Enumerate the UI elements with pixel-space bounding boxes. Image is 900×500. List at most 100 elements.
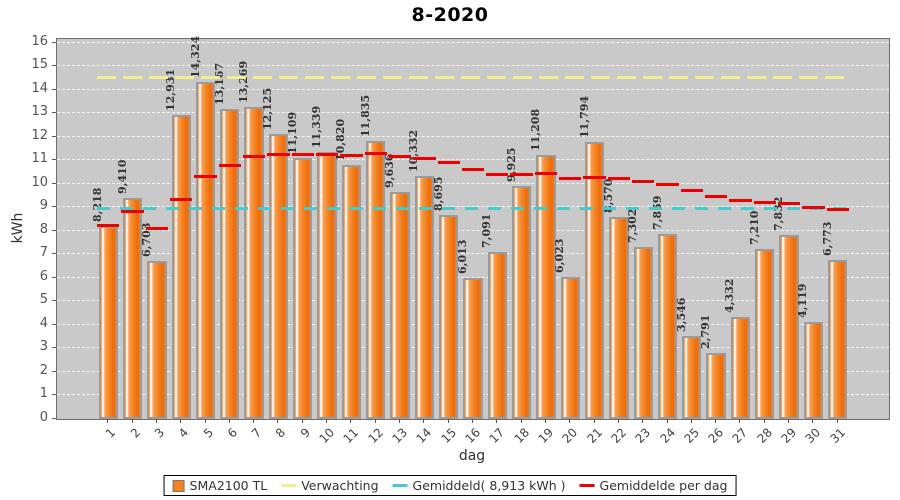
x-tick	[447, 419, 449, 423]
y-tick	[52, 418, 56, 419]
bar-day-15	[439, 214, 459, 419]
bar-day-17	[487, 252, 507, 419]
bar-day-16	[463, 277, 483, 419]
bar-day-29	[779, 234, 799, 419]
bar-value-label: 13,269	[237, 60, 251, 103]
bar-series-swatch-icon	[172, 479, 185, 492]
bar-day-10	[317, 152, 337, 419]
y-tick-label: 6	[39, 268, 48, 284]
x-tick	[593, 419, 595, 423]
y-tick-label: 1	[39, 386, 48, 402]
gemiddelde-per-dag-segment	[510, 173, 533, 177]
y-tick	[52, 159, 56, 161]
legend-item-verwachting: Verwachting	[281, 478, 379, 493]
bar-day-31	[828, 259, 848, 419]
gridline	[57, 276, 889, 278]
verwachting-dash-icon	[281, 484, 297, 487]
gemiddelde-per-dag-segment	[729, 199, 752, 203]
bar-value-label: 9,636	[383, 153, 397, 189]
x-tick	[690, 419, 692, 423]
y-tick-label: 12	[31, 127, 48, 143]
y-tick-label: 9	[39, 198, 48, 214]
legend-label: Gemiddeld( 8,913 kWh )	[412, 478, 566, 493]
bar-value-label: 11,109	[285, 111, 299, 154]
gridline	[57, 229, 889, 231]
bar-day-14	[414, 176, 435, 419]
bar-value-label: 2,791	[699, 314, 713, 350]
gemiddelde-per-dag-dash-icon	[579, 484, 595, 487]
gridline	[57, 65, 889, 67]
x-tick	[399, 419, 401, 423]
gemiddelde-per-dag-segment	[777, 202, 801, 206]
gemiddelde-per-dag-segment	[97, 224, 120, 228]
gemiddelde-per-dag-segment	[121, 210, 144, 214]
gemiddelde-per-dag-segment	[388, 155, 412, 159]
x-tick	[301, 419, 303, 423]
gridline	[57, 112, 889, 114]
y-tick	[52, 347, 56, 349]
x-tick	[666, 419, 668, 423]
gemiddelde-per-dag-segment	[170, 198, 193, 202]
x-tick	[617, 419, 619, 423]
x-tick	[277, 419, 279, 423]
y-tick-label: 5	[39, 292, 48, 308]
gemiddeld-dash-icon	[392, 484, 408, 487]
gemiddelde-per-dag-segment	[291, 152, 314, 156]
y-tick	[52, 135, 56, 137]
y-tick	[52, 253, 56, 255]
legend-item-gemiddeld: Gemiddeld( 8,913 kWh )	[392, 478, 566, 493]
gridline	[57, 253, 889, 255]
bar-value-label: 11,208	[528, 109, 542, 152]
bar-day-8	[268, 133, 289, 419]
gemiddelde-per-dag-segment	[632, 180, 655, 184]
bar-value-label: 9,410	[115, 159, 129, 194]
y-tick-label: 0	[39, 410, 48, 425]
y-tick	[52, 370, 56, 372]
legend-label: SMA2100 TL	[189, 478, 268, 493]
bar-day-19	[536, 155, 556, 419]
bar-value-label: 3,546	[674, 297, 688, 332]
x-tick	[350, 419, 352, 423]
gemiddelde-per-dag-segment	[753, 201, 776, 205]
gemiddelde-per-dag-segment	[364, 152, 387, 156]
bar-day-2	[122, 197, 143, 419]
x-tick	[544, 419, 546, 423]
x-tick	[131, 419, 133, 423]
y-tick	[52, 65, 56, 67]
y-tick	[52, 88, 56, 90]
bar-day-4	[171, 114, 191, 419]
y-tick-label: 8	[39, 221, 48, 237]
gemiddelde-per-dag-segment	[583, 175, 606, 179]
bar-value-label: 12,125	[261, 87, 275, 130]
legend-label: Gemiddelde per dag	[599, 478, 728, 493]
bar-value-label: 6,023	[553, 238, 567, 274]
legend-item-gemiddelde-per-dag: Gemiddelde per dag	[579, 478, 728, 493]
gemiddelde-per-dag-segment	[559, 177, 582, 181]
x-tick	[569, 419, 571, 423]
x-tick	[763, 419, 765, 423]
bar-value-label: 7,859	[650, 195, 664, 231]
y-tick	[52, 300, 56, 302]
x-tick	[788, 419, 790, 423]
bar-value-label: 7,210	[747, 210, 761, 246]
x-tick	[374, 419, 376, 423]
bar-day-3	[147, 261, 167, 419]
x-axis-title: dag	[458, 448, 486, 464]
x-tick	[472, 419, 473, 423]
gemiddelde-per-dag-segment	[340, 153, 363, 157]
x-tick	[253, 419, 255, 423]
gridline	[57, 182, 889, 184]
gemiddelde-per-dag-segment	[437, 160, 460, 164]
bar-day-24	[657, 234, 678, 419]
y-tick-label: 15	[31, 57, 48, 73]
bar-value-label: 10,332	[407, 129, 421, 173]
plot-area: 8,218 9,410 6,703 12,931 14,324 13,167 13,269 1…	[56, 36, 890, 420]
bar-day-1	[98, 225, 118, 419]
x-tick	[423, 419, 425, 423]
y-tick	[52, 206, 56, 208]
gemiddelde-per-dag-segment	[218, 163, 241, 167]
gridline	[57, 88, 889, 90]
gemiddelde-per-dag-segment	[680, 188, 703, 192]
x-tick	[228, 419, 230, 423]
bar-day-27	[730, 317, 751, 419]
